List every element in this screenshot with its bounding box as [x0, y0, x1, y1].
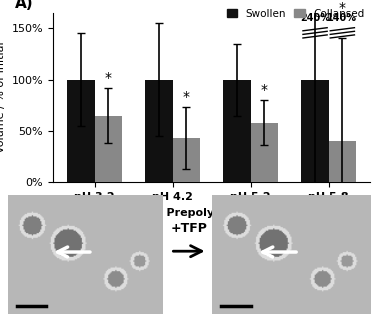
Bar: [173, 138, 200, 182]
Text: B): B): [8, 202, 26, 217]
Text: 240%: 240%: [300, 13, 330, 23]
Text: A): A): [15, 0, 33, 11]
Text: *: *: [105, 71, 112, 85]
Text: 140%: 140%: [327, 13, 357, 23]
Bar: [94, 116, 122, 182]
Bar: [329, 141, 356, 182]
Bar: [251, 123, 278, 182]
Text: +TFP: +TFP: [170, 222, 208, 235]
Bar: [301, 80, 329, 182]
Text: *: *: [339, 1, 346, 15]
Bar: [223, 80, 251, 182]
Text: *: *: [183, 90, 190, 104]
Bar: [146, 80, 173, 182]
Y-axis label: Volume / % of Initial: Volume / % of Initial: [0, 42, 6, 153]
X-axis label: pH of Prepolymer Solution: pH of Prepolymer Solution: [129, 208, 294, 218]
Legend: Swollen, Collapsed: Swollen, Collapsed: [223, 4, 369, 23]
Bar: [67, 80, 94, 182]
Text: *: *: [261, 83, 268, 97]
